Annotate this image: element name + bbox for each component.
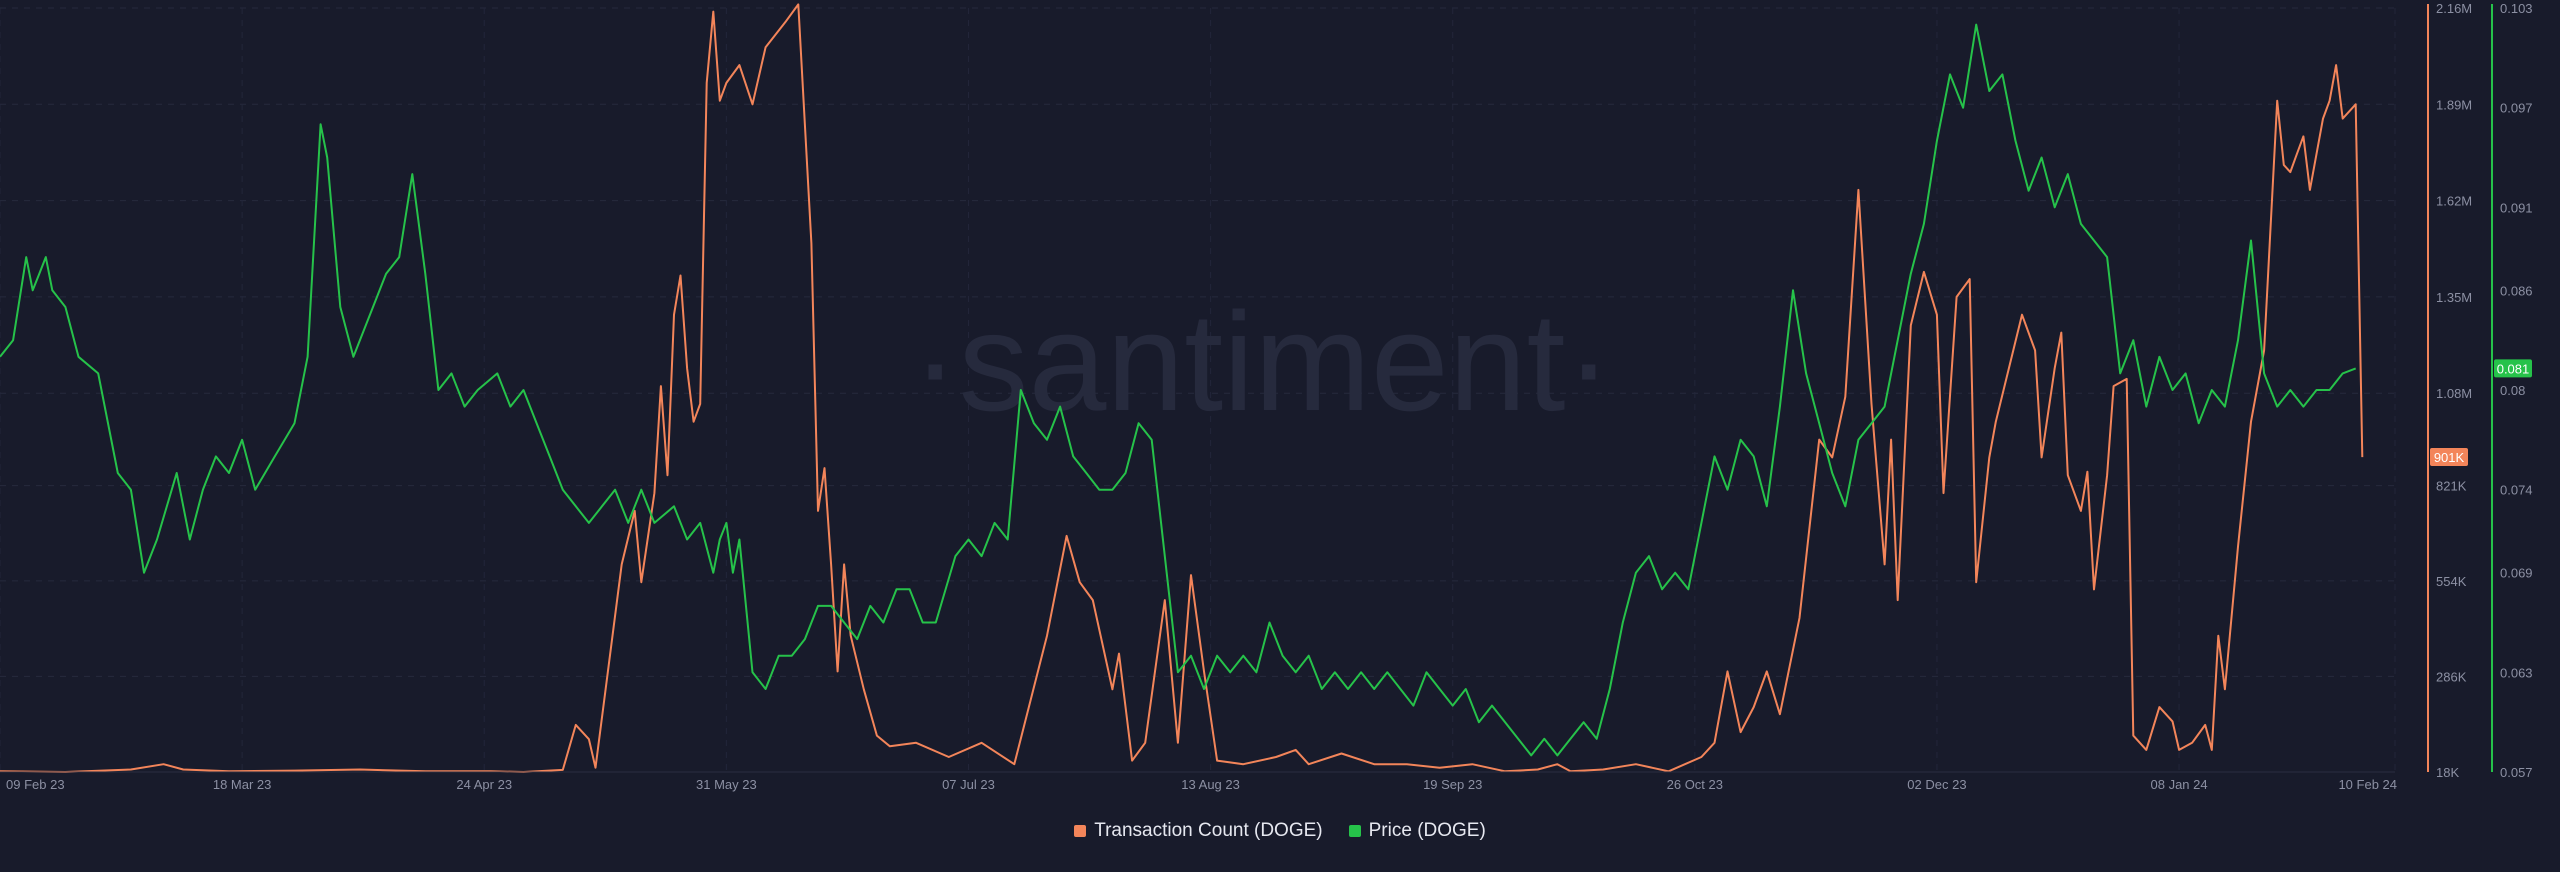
legend-label-price: Price (DOGE) bbox=[1368, 820, 1486, 841]
axes: 18K 286K 554K 821K 1.08M 1.35M 1.62M 1.89M 2.16M… bbox=[0, 1, 2533, 792]
tx-tick-label: 18K bbox=[2436, 765, 2459, 780]
price-tick-label: 0.103 bbox=[2500, 1, 2533, 16]
tx-tick-label: 821K bbox=[2436, 479, 2467, 494]
price-tick-label: 0.08 bbox=[2500, 383, 2525, 398]
legend-item-transactions[interactable]: Transaction Count (DOGE) bbox=[1074, 820, 1323, 842]
watermark: ·santiment· bbox=[912, 283, 1612, 440]
price-tick-label: 0.074 bbox=[2500, 483, 2533, 498]
x-tick-label: 19 Sep 23 bbox=[1423, 777, 1482, 792]
x-tick-label: 13 Aug 23 bbox=[1181, 777, 1240, 792]
tx-current-label: 901K bbox=[2434, 450, 2465, 465]
tx-tick-label: 2.16M bbox=[2436, 1, 2472, 16]
price-tick-label: 0.057 bbox=[2500, 765, 2533, 780]
tx-tick-label: 1.62M bbox=[2436, 194, 2472, 209]
tx-tick-label: 554K bbox=[2436, 574, 2467, 589]
x-tick-label: 09 Feb 23 bbox=[6, 777, 65, 792]
x-tick-label: 07 Jul 23 bbox=[942, 777, 995, 792]
grid bbox=[0, 7, 2396, 773]
x-tick-label: 02 Dec 23 bbox=[1907, 777, 1966, 792]
tx-tick-label: 1.08M bbox=[2436, 386, 2472, 401]
transaction-count-line bbox=[0, 3, 2364, 773]
x-tick-label: 08 Jan 24 bbox=[2151, 777, 2208, 792]
price-current-badge bbox=[2494, 359, 2532, 378]
tx-current-badge bbox=[2430, 448, 2468, 467]
x-tick-label: 24 Apr 23 bbox=[456, 777, 512, 792]
tx-tick-label: 1.35M bbox=[2436, 290, 2472, 305]
tx-tick-label: 286K bbox=[2436, 669, 2467, 684]
price-tick-label: 0.063 bbox=[2500, 665, 2533, 680]
x-tick-label: 18 Mar 23 bbox=[213, 777, 272, 792]
price-tick-label: 0.091 bbox=[2500, 200, 2533, 215]
price-tick-label: 0.097 bbox=[2500, 101, 2533, 116]
price-tick-label: 0.086 bbox=[2500, 283, 2533, 298]
x-tick-label: 10 Feb 24 bbox=[2338, 777, 2397, 792]
price-swatch bbox=[1348, 825, 1361, 837]
price-line bbox=[0, 23, 2357, 757]
tx-tick-label: 1.89M bbox=[2436, 97, 2472, 112]
legend-item-price[interactable]: Price (DOGE) bbox=[1348, 820, 1486, 842]
legend: Transaction Count (DOGE) Price (DOGE) bbox=[0, 820, 2560, 842]
price-tick-label: 0.069 bbox=[2500, 566, 2533, 581]
x-tick-label: 31 May 23 bbox=[696, 777, 757, 792]
series-lines bbox=[0, 3, 2364, 773]
x-tick-label: 26 Oct 23 bbox=[1667, 777, 1723, 792]
transaction-swatch bbox=[1074, 825, 1087, 837]
price-current-label: 0.081 bbox=[2497, 361, 2530, 376]
legend-label-transactions: Transaction Count (DOGE) bbox=[1094, 820, 1323, 841]
